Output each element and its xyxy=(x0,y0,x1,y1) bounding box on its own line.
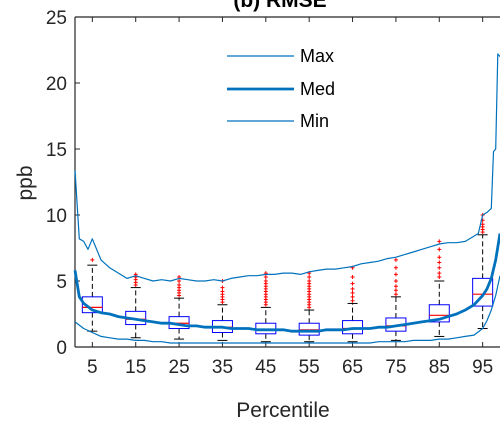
series-line-med xyxy=(73,233,500,333)
y-axis-label: ppb xyxy=(14,165,37,200)
box xyxy=(472,277,494,307)
outlier-point xyxy=(350,294,355,299)
legend: Max Med Min xyxy=(227,46,335,131)
outlier-point xyxy=(437,271,442,276)
outlier-point xyxy=(393,279,398,283)
x-tick-label: 55 xyxy=(299,357,320,378)
outlier-point xyxy=(437,255,442,260)
y-tick-label: 15 xyxy=(46,140,67,161)
x-tick-label: 25 xyxy=(169,357,190,378)
x-tick-label: 5 xyxy=(87,357,98,378)
outlier-point xyxy=(393,292,398,297)
outlier-point xyxy=(393,284,398,289)
outlier-point xyxy=(393,257,398,262)
y-tick-label: 0 xyxy=(56,338,67,359)
outlier-point xyxy=(350,298,355,303)
outlier-point xyxy=(437,275,442,280)
box xyxy=(298,322,320,336)
outlier-point xyxy=(437,265,442,270)
outlier-point xyxy=(90,257,95,262)
y-tick-label: 5 xyxy=(56,272,67,293)
x-axis-label: Percentile xyxy=(236,399,329,422)
outlier-point xyxy=(307,279,312,283)
outlier-point xyxy=(393,272,398,277)
x-tick-label: 45 xyxy=(255,357,276,378)
x-tick-label: 65 xyxy=(342,357,363,378)
legend-label-min: Min xyxy=(300,111,329,131)
x-tick-label: 35 xyxy=(212,357,233,378)
outlier-point xyxy=(393,265,398,270)
x-tick-label: 85 xyxy=(429,357,450,378)
outlier-point xyxy=(350,290,355,295)
outlier-point xyxy=(263,275,268,280)
y-tick-label: 10 xyxy=(46,206,67,227)
outlier-point xyxy=(307,275,312,280)
chart-title: (b) RMSE xyxy=(233,0,326,12)
legend-label-max: Max xyxy=(300,46,334,66)
box xyxy=(428,304,450,323)
legend-label-med: Med xyxy=(300,79,335,99)
outlier-point xyxy=(437,247,442,252)
x-tick-label: 75 xyxy=(385,357,406,378)
outlier-point xyxy=(177,282,182,287)
outlier-point xyxy=(350,286,355,291)
outlier-point xyxy=(220,289,225,294)
outlier-point xyxy=(437,239,442,244)
outlier-point xyxy=(220,285,225,290)
series-line-min xyxy=(74,275,500,344)
outlier-point xyxy=(350,275,355,280)
outlier-point xyxy=(480,222,485,227)
outlier-point xyxy=(350,281,355,286)
y-tick-label: 20 xyxy=(46,74,67,95)
outlier-point xyxy=(393,288,398,293)
x-tick-label: 15 xyxy=(125,357,146,378)
outlier-point xyxy=(177,279,182,283)
box xyxy=(81,296,103,314)
y-tick-label: 25 xyxy=(46,8,67,29)
outlier-point xyxy=(263,279,268,283)
series-line-max xyxy=(74,53,500,282)
outlier-point xyxy=(437,260,442,265)
x-tick-label: 95 xyxy=(472,357,493,378)
